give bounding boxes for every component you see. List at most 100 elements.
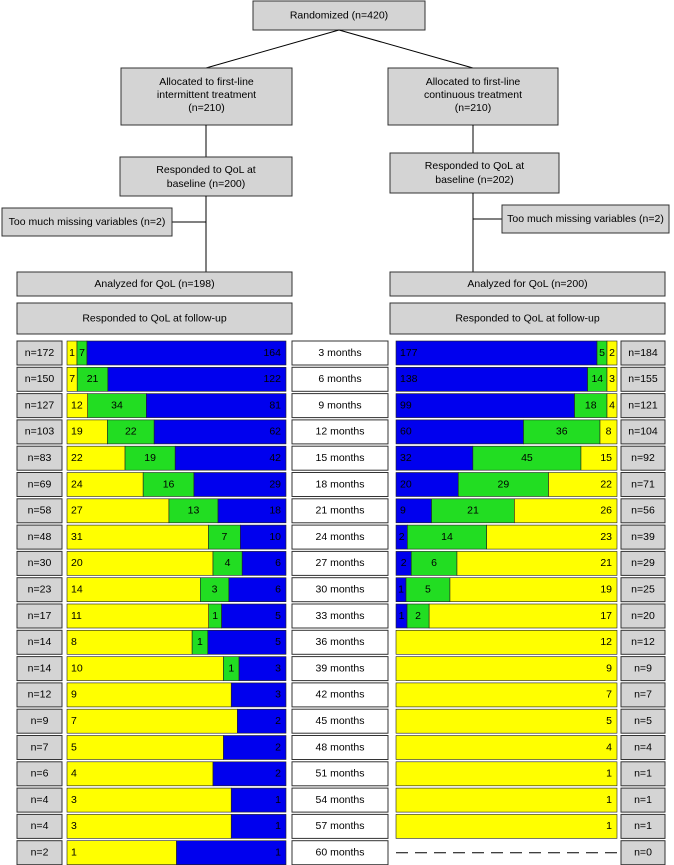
segment-label: 24	[71, 478, 83, 490]
bar-segment	[230, 814, 287, 839]
segment-label: 20	[71, 557, 83, 569]
n-label: n=1	[634, 768, 652, 780]
n-label: n=4	[31, 820, 49, 832]
segment-label: 62	[269, 426, 281, 438]
segment-label: 10	[269, 531, 281, 543]
segment-label: 1	[399, 610, 405, 622]
followup-box	[16, 302, 293, 335]
n-box	[16, 682, 63, 708]
segment-label: 5	[599, 347, 605, 359]
bar-segment	[212, 761, 287, 787]
month-box	[291, 629, 389, 655]
bar-segment	[486, 524, 618, 550]
n-box	[620, 550, 666, 576]
segment-label: 1	[71, 846, 77, 858]
month-label: 57 months	[315, 820, 364, 832]
n-label: n=1	[634, 794, 652, 806]
segment-label: 20	[400, 478, 412, 490]
n-label: n=83	[28, 452, 52, 464]
bar-segment	[241, 551, 287, 576]
segment-label: 1	[275, 846, 281, 858]
n-label: n=58	[28, 505, 52, 517]
segment-label: 164	[263, 347, 281, 359]
bar-segment	[200, 577, 230, 603]
n-label: n=29	[631, 557, 655, 569]
bar-segment	[107, 419, 155, 445]
bar-segment	[66, 735, 224, 760]
n-box	[620, 656, 666, 682]
month-label: 33 months	[315, 610, 364, 622]
bar-segment	[193, 472, 287, 497]
n-box	[620, 629, 666, 655]
month-box	[291, 787, 389, 813]
month-label: 6 months	[318, 373, 361, 385]
segment-label: 34	[111, 399, 123, 411]
segment-label: 3	[275, 662, 281, 674]
segment-label: 6	[431, 557, 437, 569]
bar-segment	[548, 472, 618, 497]
bar-segment	[395, 419, 524, 445]
segment-label: 4	[71, 768, 77, 780]
segment-label: 7	[69, 373, 75, 385]
bar-segment	[174, 445, 287, 471]
segment-label: 22	[600, 478, 612, 490]
n-label: n=155	[628, 373, 658, 385]
month-box	[291, 682, 389, 708]
n-box	[620, 445, 666, 471]
analyzed-label: Analyzed for QoL (n=198)	[94, 278, 214, 290]
bar-segment	[606, 340, 618, 366]
n-label: n=4	[31, 794, 49, 806]
n-box	[16, 708, 63, 734]
bar-segment	[66, 419, 108, 445]
month-box	[291, 603, 389, 629]
segment-label: 3	[609, 373, 615, 385]
allocation-n: (n=210)	[188, 102, 224, 114]
n-box	[620, 524, 666, 550]
n-label: n=150	[25, 373, 55, 385]
segment-label: 17	[600, 610, 612, 622]
bar-segment	[238, 656, 287, 681]
bar-segment	[124, 445, 176, 471]
month-box	[291, 393, 389, 419]
bar-segment	[457, 472, 549, 497]
segment-label: 5	[606, 715, 612, 727]
bar-segment	[66, 551, 214, 576]
bar-segment	[395, 472, 459, 497]
bar-segment	[237, 708, 287, 734]
bar-segment	[66, 708, 238, 734]
bar-segment	[66, 682, 232, 708]
segment-label: 122	[263, 373, 281, 385]
segment-label: 5	[71, 741, 77, 753]
analyzed-box	[389, 271, 666, 297]
n-label: n=25	[631, 583, 655, 595]
month-label: 45 months	[315, 715, 364, 727]
n-label: n=71	[631, 478, 655, 490]
bar-segment	[153, 419, 287, 445]
month-label: 42 months	[315, 689, 364, 701]
n-label: n=56	[631, 505, 655, 517]
segment-label: 5	[275, 610, 281, 622]
segment-label: 14	[441, 531, 453, 543]
bar-segment	[606, 393, 618, 418]
bar-segment	[240, 524, 287, 550]
randomized-label: Randomized (n=420)	[290, 9, 388, 21]
segment-label: 4	[225, 557, 231, 569]
month-box	[291, 340, 389, 366]
n-box	[16, 603, 63, 629]
allocation-label: Allocated to first-line	[426, 76, 521, 88]
segment-label: 2	[275, 768, 281, 780]
n-box	[620, 577, 666, 603]
bar-segment	[580, 445, 618, 471]
bar-segment	[66, 498, 170, 524]
month-label: 12 months	[315, 426, 364, 438]
segment-label: 19	[144, 452, 156, 464]
month-box	[291, 577, 389, 603]
segment-label: 8	[606, 426, 612, 438]
allocation-n: (n=210)	[455, 102, 491, 114]
month-box	[291, 445, 389, 471]
segment-label: 29	[498, 478, 510, 490]
n-label: n=127	[25, 399, 55, 411]
n-box	[16, 813, 63, 839]
baseline-label: baseline (n=200)	[167, 178, 246, 190]
allocation-box	[387, 67, 559, 126]
